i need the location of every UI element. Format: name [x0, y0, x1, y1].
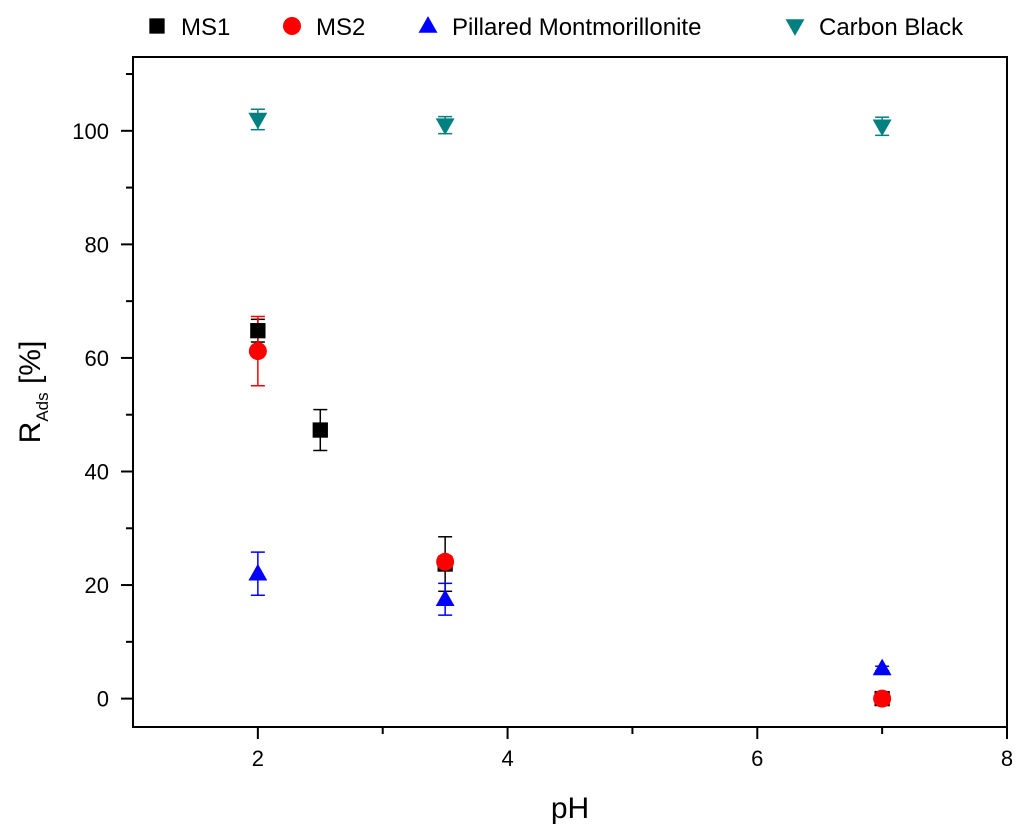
- point-pillared-montmorillonite-2: [872, 658, 892, 676]
- x-tick-label-6: 6: [751, 746, 763, 771]
- legend-label-pillared-montmorillonite: Pillared Montmorillonite: [452, 14, 701, 41]
- point-carbon-black-2: [872, 119, 892, 137]
- y-tick-label-40: 40: [85, 459, 109, 484]
- y-tick-label-60: 60: [85, 346, 109, 371]
- x-axis: 2 4 6 8: [252, 727, 1013, 771]
- point-ms2-0: [248, 342, 267, 361]
- y-tick-label-0: 0: [97, 687, 109, 712]
- y-axis-label-unit: [%]: [14, 341, 47, 393]
- error-bars: [250, 108, 890, 702]
- y-tick-label-80: 80: [85, 232, 109, 257]
- y-axis-label-main: R: [14, 422, 47, 444]
- legend-label-ms2: MS2: [316, 14, 365, 41]
- point-ms1-1: [312, 422, 328, 438]
- legend-marker-ms2: [283, 17, 301, 35]
- point-carbon-black-0: [248, 112, 268, 130]
- point-pillared-montmorillonite-1: [435, 589, 455, 606]
- x-tick-label-8: 8: [1001, 746, 1013, 771]
- legend: MS1 MS2 Pillared Montmorillonite Carbon Bla…: [149, 14, 964, 41]
- legend-label-ms1: MS1: [181, 14, 230, 41]
- x-tick-label-2: 2: [252, 746, 264, 771]
- legend-marker-pillared-montmorillonite: [418, 16, 438, 33]
- x-tick-label-4: 4: [501, 746, 513, 771]
- x-axis-label: pH: [551, 792, 589, 825]
- point-ms2-2: [873, 689, 892, 708]
- data-markers: [248, 112, 892, 708]
- point-ms2-1: [436, 552, 455, 571]
- legend-label-carbon-black: Carbon Black: [819, 14, 964, 41]
- point-ms1-0: [250, 323, 266, 339]
- legend-marker-carbon-black: [785, 19, 805, 36]
- y-axis: 0 20 40 60 80 100: [72, 73, 133, 712]
- y-axis-label-subscript: Ads: [33, 392, 52, 421]
- y-tick-label-100: 100: [72, 119, 109, 144]
- legend-marker-ms1: [149, 18, 165, 34]
- plot-frame: [132, 56, 1008, 728]
- y-tick-label-20: 20: [85, 573, 109, 598]
- point-pillared-montmorillonite-0: [248, 563, 268, 581]
- point-carbon-black-1: [435, 118, 455, 136]
- y-axis-label: RAds [%]: [14, 341, 52, 444]
